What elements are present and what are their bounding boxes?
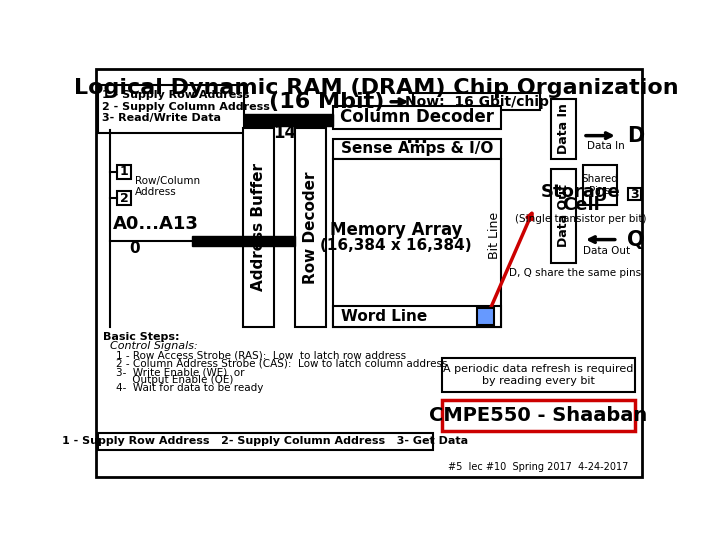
Bar — [192, 236, 295, 246]
Text: 2 - Column Address Strobe (CAS):  Low to latch column address: 2 - Column Address Strobe (CAS): Low to … — [104, 359, 448, 369]
Text: 0: 0 — [129, 240, 140, 255]
Bar — [629, 188, 641, 200]
Text: Now:  16 Gbit/chip: Now: 16 Gbit/chip — [405, 94, 549, 109]
Text: Column Decoder: Column Decoder — [340, 108, 494, 126]
Text: Data Out: Data Out — [557, 184, 570, 247]
Bar — [244, 114, 333, 126]
Bar — [413, 93, 540, 110]
Text: Data In: Data In — [557, 103, 570, 154]
Bar — [442, 358, 634, 392]
Text: Shared
Pins: Shared Pins — [582, 174, 618, 195]
Bar — [333, 106, 500, 129]
Bar — [333, 306, 500, 327]
Text: 1 - Supply Row Address
2 - Supply Column Address
3- Read/Write Data: 1 - Supply Row Address 2 - Supply Column… — [102, 90, 270, 124]
Text: Address Buffer: Address Buffer — [251, 163, 266, 291]
Text: (16 Mbit): (16 Mbit) — [269, 92, 384, 112]
Bar — [477, 308, 494, 325]
Text: Storage: Storage — [541, 183, 621, 201]
Text: Logical Dynamic RAM (DRAM) Chip Organization: Logical Dynamic RAM (DRAM) Chip Organiza… — [74, 78, 679, 98]
Text: Q: Q — [627, 230, 644, 249]
Bar — [98, 85, 244, 132]
Text: 14: 14 — [273, 124, 296, 141]
Text: CMPE550 - Shaaban: CMPE550 - Shaaban — [429, 406, 647, 424]
Text: Control Signals:: Control Signals: — [104, 341, 198, 351]
Text: D: D — [627, 126, 644, 146]
Text: Basic Steps:: Basic Steps: — [104, 332, 180, 342]
Text: Row Decoder: Row Decoder — [303, 171, 318, 284]
Bar — [442, 400, 634, 430]
Text: ...: ... — [405, 129, 428, 147]
Bar — [552, 99, 576, 159]
Bar — [117, 165, 131, 179]
Text: Data Out: Data Out — [582, 246, 630, 256]
Text: Row/Column
Address: Row/Column Address — [135, 176, 200, 197]
Text: A0...A13: A0...A13 — [113, 215, 199, 233]
Text: 2: 2 — [120, 192, 128, 205]
Text: Data In: Data In — [588, 140, 625, 151]
Bar — [243, 128, 274, 327]
Text: Cell: Cell — [562, 196, 600, 214]
Text: 1 - Row Access Strobe (RAS):  Low  to latch row address: 1 - Row Access Strobe (RAS): Low to latc… — [104, 350, 407, 361]
Text: Output Enable (OE): Output Enable (OE) — [104, 375, 234, 385]
Bar — [98, 433, 433, 450]
Text: 3-  Write Enable (WE)  or: 3- Write Enable (WE) or — [104, 367, 245, 377]
Text: #5  lec #10  Spring 2017  4-24-2017: #5 lec #10 Spring 2017 4-24-2017 — [449, 462, 629, 472]
Text: 4-  Wait for data to be ready: 4- Wait for data to be ready — [104, 383, 264, 393]
Text: D, Q share the same pins: D, Q share the same pins — [509, 268, 642, 278]
Text: Bit Line: Bit Line — [488, 212, 501, 259]
Bar — [295, 128, 326, 327]
Text: Memory Array: Memory Array — [330, 221, 462, 239]
Text: Sense Amps & I/O: Sense Amps & I/O — [341, 141, 493, 156]
Text: Word Line: Word Line — [341, 309, 428, 324]
Text: (16,384 x 16,384): (16,384 x 16,384) — [320, 238, 472, 253]
Bar — [583, 165, 617, 205]
Bar — [117, 191, 131, 205]
Text: (Single transistor per bit): (Single transistor per bit) — [515, 214, 647, 224]
Text: 1: 1 — [120, 165, 128, 178]
Text: 1 - Supply Row Address   2- Supply Column Address   3- Get Data: 1 - Supply Row Address 2- Supply Column … — [62, 436, 468, 447]
Text: A periodic data refresh is required
by reading every bit: A periodic data refresh is required by r… — [444, 364, 634, 386]
Bar — [552, 168, 576, 262]
Bar — [333, 159, 500, 327]
Bar — [333, 139, 500, 159]
Text: 3: 3 — [630, 188, 639, 201]
